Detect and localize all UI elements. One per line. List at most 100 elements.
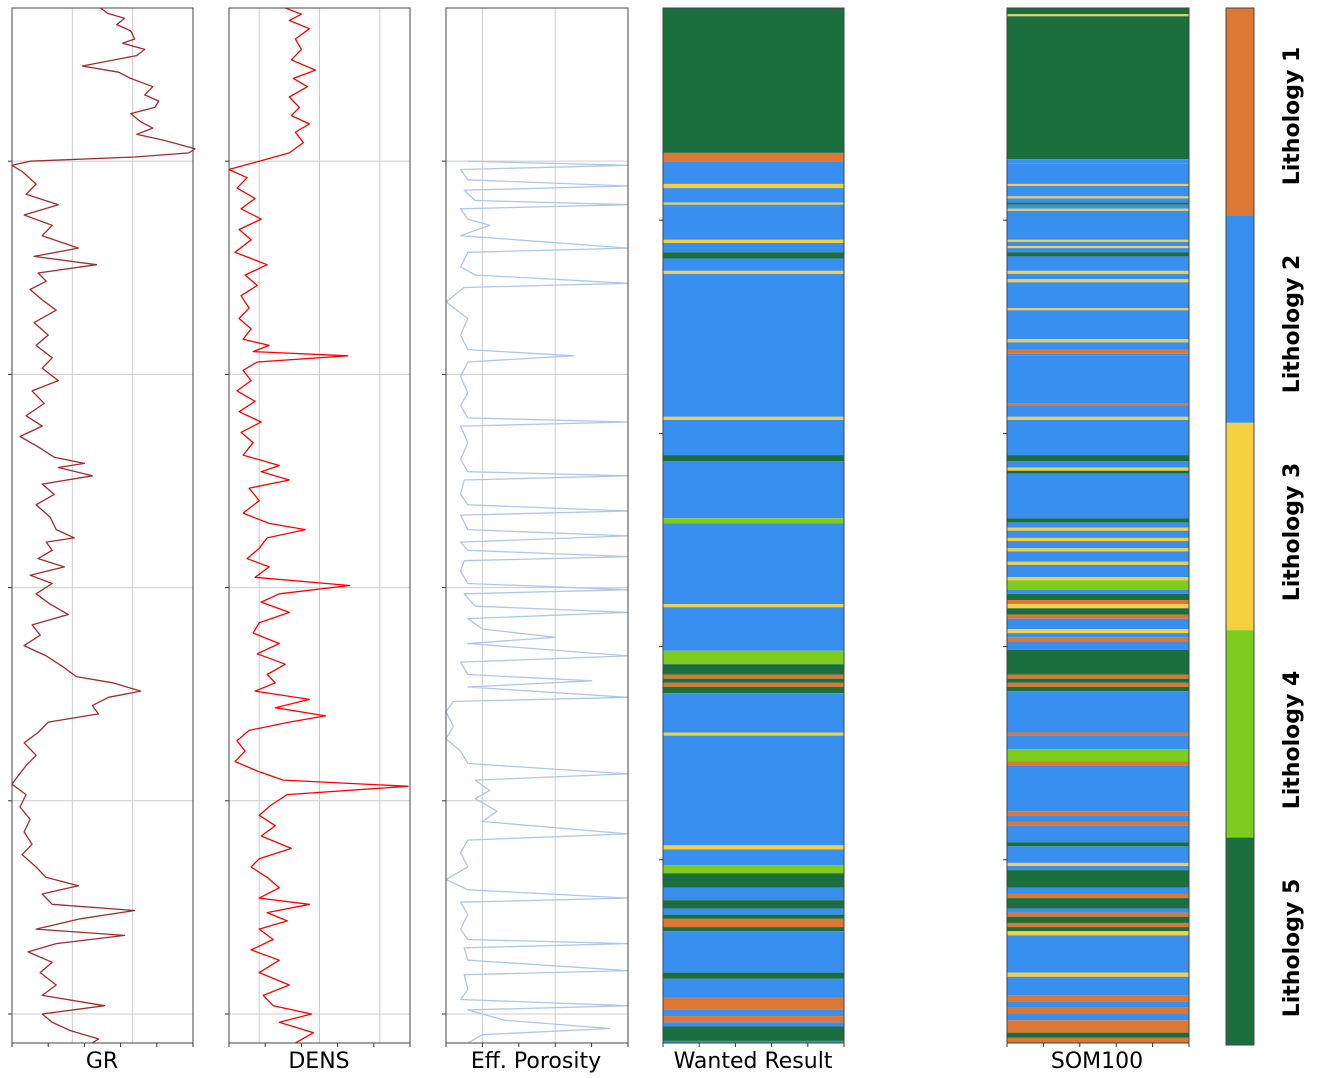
track-label-som100: SOM100 <box>1051 1049 1143 1074</box>
wanted-facies-interval <box>663 682 844 687</box>
wanted-facies-interval <box>663 183 844 189</box>
som-facies-interval <box>1007 159 1189 164</box>
som-facies-interval <box>1007 682 1189 687</box>
som-facies-interval <box>1007 551 1189 562</box>
som-facies-interval <box>1007 548 1189 552</box>
som-facies-interval <box>1007 765 1189 812</box>
wanted-facies-interval <box>663 908 844 915</box>
wanted-facies-interval <box>663 258 844 271</box>
wanted-facies-interval <box>663 978 844 998</box>
som-facies-interval <box>1007 355 1189 404</box>
wanted-facies-interval <box>663 273 844 417</box>
som-facies-interval <box>1007 210 1189 240</box>
som-facies-interval <box>1007 196 1189 199</box>
som-facies-interval <box>1007 16 1189 160</box>
som-facies-interval <box>1007 629 1189 634</box>
som-facies-interval <box>1007 461 1189 468</box>
som-facies-interval <box>1007 416 1189 420</box>
wanted-facies-interval <box>663 887 844 901</box>
wanted-facies-interval <box>663 732 844 736</box>
som-facies-interval <box>1007 912 1189 917</box>
track-wanted-result <box>659 7 845 1047</box>
som-facies-interval <box>1007 931 1189 936</box>
som-facies-interval <box>1007 641 1189 650</box>
lithology-colorbar <box>1225 7 1255 1046</box>
track-label-eff-porosity: Eff. Porosity <box>471 1049 601 1074</box>
som-facies-interval <box>1007 935 1189 973</box>
som-facies-interval <box>1007 866 1189 871</box>
som-facies-interval <box>1007 604 1189 609</box>
som-facies-interval <box>1007 1007 1189 1015</box>
wanted-facies-interval <box>663 461 844 519</box>
som-facies-interval <box>1007 282 1189 309</box>
som-facies-interval <box>1007 995 1189 1002</box>
wanted-facies-interval <box>663 242 844 253</box>
som-facies-interval <box>1007 908 1189 913</box>
wanted-facies-interval <box>663 678 844 683</box>
som-facies-interval <box>1007 1032 1189 1038</box>
wanted-facies-interval <box>663 252 844 259</box>
som-frame <box>1006 7 1190 1044</box>
som-facies-interval <box>1007 1001 1189 1008</box>
som-facies-interval <box>1007 589 1189 594</box>
som-facies-interval <box>1007 916 1189 923</box>
wanted-facies-interval <box>663 735 844 846</box>
som-facies-interval <box>1007 862 1189 867</box>
wanted-facies-interval <box>663 270 844 274</box>
som-facies-interval <box>1007 14 1189 17</box>
wanted-facies-interval <box>663 873 844 888</box>
poro-frame <box>445 7 629 1044</box>
som-facies-interval <box>1007 339 1189 343</box>
wanted-facies-interval <box>663 152 844 162</box>
som-facies-interval <box>1007 633 1189 638</box>
wanted-facies-interval <box>663 1016 844 1023</box>
som-facies-interval <box>1007 186 1189 197</box>
som-facies-interval <box>1007 842 1189 847</box>
som-facies-interval <box>1007 419 1189 456</box>
som-facies-interval <box>1007 530 1189 538</box>
track-dens <box>225 7 411 1047</box>
wanted-facies-interval <box>663 849 844 865</box>
som-facies-interval <box>1007 749 1189 762</box>
som-facies-interval <box>1007 732 1189 736</box>
wanted-facies-interval <box>663 650 844 665</box>
som-facies-interval <box>1007 279 1189 283</box>
legend-swatch-lithology-3 <box>1226 422 1254 631</box>
som-facies-interval <box>1007 163 1189 184</box>
dens-curve <box>228 7 409 1044</box>
som-facies-interval <box>1007 608 1189 615</box>
wanted-facies-interval <box>663 523 844 605</box>
som-facies-interval <box>1007 183 1189 187</box>
som-facies-interval <box>1007 593 1189 601</box>
wanted-frame <box>662 7 845 1044</box>
legend-swatch-lithology-5 <box>1226 837 1254 1045</box>
wanted-facies-interval <box>663 604 844 608</box>
wanted-facies-interval <box>663 188 844 203</box>
wanted-facies-interval <box>663 455 844 462</box>
som-facies-interval <box>1007 922 1189 928</box>
track-som100 <box>1003 7 1190 1047</box>
som-facies-interval <box>1007 811 1189 816</box>
som-facies-interval <box>1007 887 1189 894</box>
som-facies-interval <box>1007 473 1189 519</box>
som-facies-interval <box>1007 898 1189 909</box>
som-facies-interval <box>1007 537 1189 542</box>
wanted-facies-interval <box>663 8 844 153</box>
som-facies-interval <box>1007 467 1189 471</box>
wanted-facies-interval <box>663 419 844 456</box>
som-facies-interval <box>1007 564 1189 578</box>
som-facies-interval <box>1007 678 1189 683</box>
wanted-facies-interval <box>663 914 844 919</box>
som-facies-interval <box>1007 241 1189 247</box>
wanted-facies-interval <box>663 918 844 928</box>
som-facies-interval <box>1007 541 1189 549</box>
som-facies-interval <box>1007 246 1189 249</box>
legend-label-lithology-2: Lithology 2 <box>1280 255 1305 394</box>
track-label-dens: DENS <box>288 1049 349 1074</box>
wanted-facies-interval <box>663 1040 844 1043</box>
som-facies-interval <box>1007 825 1189 843</box>
som-facies-interval <box>1007 637 1189 642</box>
dens-frame <box>228 7 411 1044</box>
som-facies-interval <box>1007 927 1189 932</box>
legend-swatch-lithology-4 <box>1226 630 1254 838</box>
